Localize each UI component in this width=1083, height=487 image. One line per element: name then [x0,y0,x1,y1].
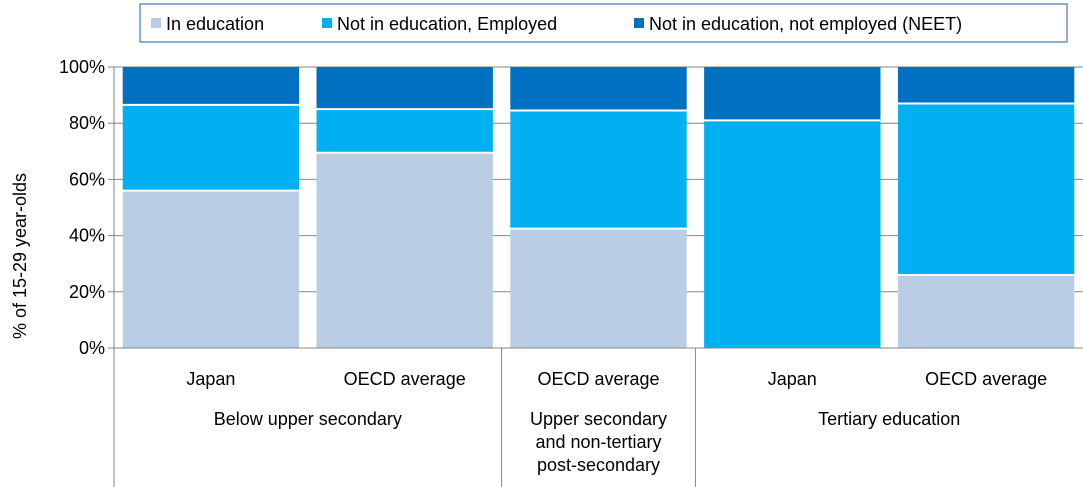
bar-segment [122,104,300,191]
y-axis-label: % of 15-29 year-olds [10,173,30,339]
bar-segment [897,67,1075,104]
bar-segment [316,152,493,348]
bar-segment [510,110,687,229]
bar-segment [510,228,687,348]
legend-swatch [322,18,332,28]
legend-entry: In education [166,14,264,34]
bar-segment [704,120,881,348]
x-category-label: Japan [186,369,235,389]
legend-entry: Not in education, Employed [337,14,557,34]
x-group-labels: Below upper secondary Upper secondary and … [214,409,961,475]
y-tick-label: 40% [69,226,105,246]
axes [108,66,1083,487]
bar-segment [316,67,493,110]
legend-frame [139,3,1068,43]
y-tick-label: 100% [59,57,105,77]
y-tick-label: 60% [69,169,105,189]
x-category-label: OECD average [925,369,1047,389]
y-tick-label: 80% [69,113,105,133]
legend-entry: Not in education, not employed (NEET) [649,14,962,34]
legend: In education Not in education, Employed No… [139,3,1068,43]
x-category-label: OECD average [537,369,659,389]
x-group-label: Upper secondary [530,409,667,429]
bar-segment [897,274,1075,348]
x-category-label: Japan [768,369,817,389]
x-group-label: Tertiary education [818,409,960,429]
y-tick-label: 0% [79,338,105,358]
x-group-label: Below upper secondary [214,409,402,429]
bars [122,67,1075,348]
y-tick-label: 20% [69,282,105,302]
y-tick-labels: 0% 20% 40% 60% 80% 100% [59,57,105,358]
x-group-label: post-secondary [537,455,660,475]
bar-segment [510,67,687,111]
legend-swatch [634,18,644,28]
bar-segment [704,67,881,121]
bar-segment [897,103,1075,275]
legend-swatch [151,18,161,28]
bar-segment [122,190,300,348]
x-category-labels: Japan OECD average OECD average Japan OECD a… [186,369,1047,389]
x-group-label: and non-tertiary [535,432,661,452]
bar-segment [122,67,300,105]
bar-segment [316,109,493,153]
x-category-label: OECD average [344,369,466,389]
